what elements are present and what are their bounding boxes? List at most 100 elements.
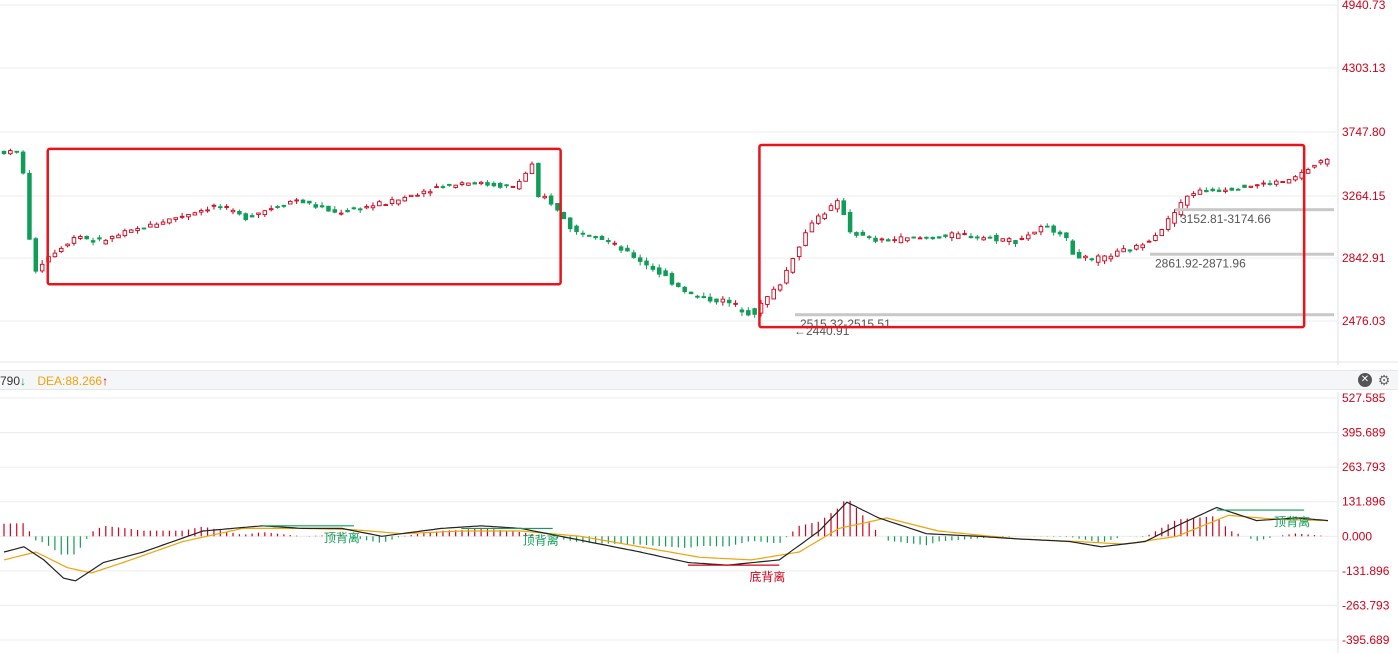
support-zone-line <box>1150 252 1334 256</box>
candle-body <box>752 308 757 315</box>
candle-body <box>84 235 89 240</box>
dif-value: 790 <box>0 374 21 388</box>
price-y-axis: 4940.73 4303.13 3747.80 3264.15 2842.91 2476.… <box>1342 0 1386 328</box>
candle-body <box>1057 231 1063 235</box>
candle-body <box>459 182 465 185</box>
price-grid <box>0 0 1398 365</box>
candle-body <box>593 236 598 239</box>
candle-body <box>1267 183 1273 185</box>
candle-body <box>1115 250 1120 257</box>
candle-body <box>186 214 191 218</box>
candle-body <box>408 194 414 198</box>
candle-body <box>1000 238 1006 242</box>
price-tick-label: 2842.91 <box>1342 251 1386 265</box>
candle-body <box>1204 189 1209 193</box>
candle-body <box>962 233 967 235</box>
candle-body <box>517 180 522 190</box>
candle-body <box>65 243 70 247</box>
candle-body <box>281 204 287 207</box>
candle-body <box>968 235 974 239</box>
candle-body <box>27 172 32 240</box>
candle-body <box>561 212 567 220</box>
divergence-label: 底背离 <box>749 569 785 584</box>
candle-body <box>135 228 140 232</box>
macd-grid <box>0 392 1339 653</box>
candle-body <box>345 209 350 213</box>
highlight-boxes <box>46 143 1306 329</box>
candle-body <box>650 265 656 270</box>
candle-body <box>1013 240 1018 245</box>
candle-body <box>905 237 910 242</box>
price-tick-label: 3264.15 <box>1342 189 1386 203</box>
candle-body <box>669 273 675 285</box>
macd-y-axis: 527.585 395.689 263.793 131.896 0.000 -131.89… <box>1342 391 1390 647</box>
candle-body <box>917 237 923 240</box>
candle-body <box>1254 184 1260 187</box>
candle-body <box>580 232 586 235</box>
macd-lines <box>3 501 1329 582</box>
price-tick-label: 4940.73 <box>1342 0 1386 12</box>
candle-body <box>1274 180 1279 185</box>
candle-body <box>1210 188 1215 192</box>
candle-body <box>898 236 904 244</box>
candle-body <box>803 232 808 247</box>
candle-body <box>644 260 649 266</box>
candle-body <box>20 151 26 174</box>
macd-tick-label: 131.896 <box>1342 495 1386 509</box>
candle-body <box>1051 225 1056 233</box>
candle-body <box>141 227 147 230</box>
candle-body <box>224 206 229 208</box>
price-tick-label: 3747.80 <box>1342 125 1386 139</box>
dif-trend-arrow: ↓ <box>20 374 27 388</box>
candle-body <box>739 309 745 313</box>
support-zone-line <box>795 313 1334 317</box>
candle-body <box>122 230 128 237</box>
candle-body <box>656 267 662 275</box>
candle-body <box>427 191 433 194</box>
candle-body <box>173 217 179 220</box>
macd-tick-label: -131.896 <box>1342 564 1390 578</box>
candle-body <box>695 295 700 298</box>
candle-body <box>1108 255 1114 260</box>
candle-body <box>866 236 872 239</box>
candle-body <box>790 258 796 273</box>
candle-body <box>294 199 299 202</box>
candle-body <box>1070 240 1075 255</box>
candle-body <box>1223 189 1228 192</box>
candle-body <box>720 298 726 303</box>
highlight-box <box>758 143 1306 329</box>
candle-body <box>612 242 617 245</box>
candle-body <box>1197 189 1203 195</box>
candle-body <box>1185 195 1190 206</box>
support-zone-label: 2861.92-2871.96 <box>1155 257 1246 271</box>
candle-body <box>421 190 427 195</box>
candle-body <box>288 200 293 205</box>
candle-body <box>313 204 318 208</box>
candle-body <box>8 150 13 155</box>
candle-body <box>307 200 312 204</box>
candle-body <box>230 209 236 213</box>
candle-body <box>1229 187 1235 191</box>
candle-body <box>682 286 687 292</box>
candle-body <box>1076 251 1082 259</box>
candle-body <box>930 236 936 240</box>
candle-body <box>1089 258 1095 261</box>
candle-body <box>892 239 897 242</box>
candle-body <box>1006 238 1012 242</box>
candle-body <box>771 288 776 300</box>
candle-body <box>1045 225 1050 228</box>
candle-body <box>338 212 344 215</box>
support-zone-line <box>1175 208 1334 212</box>
price-tick-label: 4303.13 <box>1342 61 1386 75</box>
gear-icon[interactable]: ⚙ <box>1377 372 1391 388</box>
candle-body <box>440 186 446 189</box>
candle-body <box>1146 240 1152 243</box>
candle-body <box>256 212 261 215</box>
divergence-label: 顶背离 <box>523 532 559 547</box>
close-icon[interactable]: ✕ <box>1358 373 1372 387</box>
candle-body <box>1121 248 1126 253</box>
candle-body <box>364 206 369 209</box>
candle-body <box>555 203 560 211</box>
candle-body <box>835 200 840 210</box>
macd-legend-bar: 790↓ DEA:88.266↑ ✕ ⚙ <box>0 370 1398 390</box>
